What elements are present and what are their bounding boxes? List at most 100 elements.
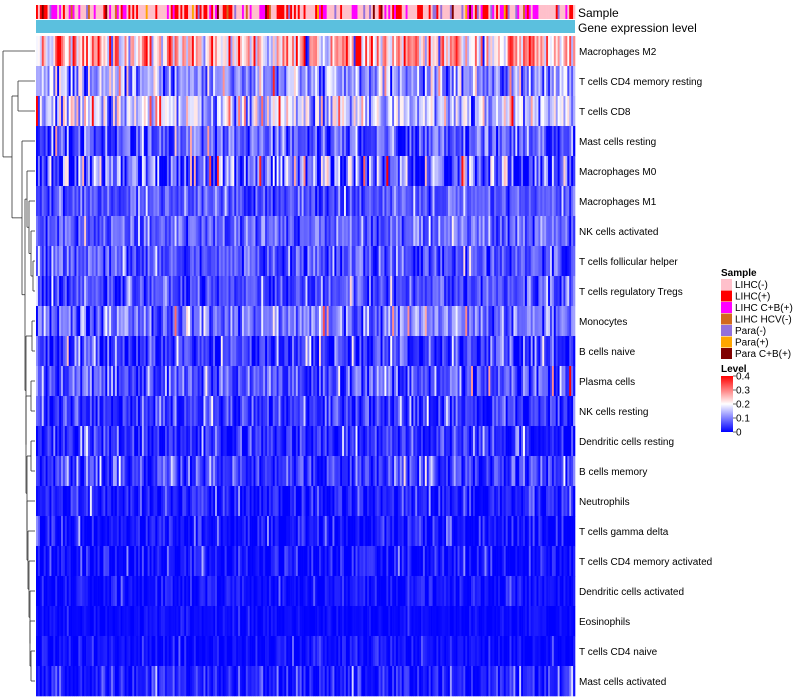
heatmap-cell xyxy=(89,486,93,517)
heatmap-cell xyxy=(78,186,81,217)
heatmap-cell xyxy=(226,156,229,187)
heatmap-cell xyxy=(534,126,537,157)
heatmap-cell xyxy=(89,66,93,97)
heatmap-cell xyxy=(474,36,478,67)
heatmap-cell xyxy=(486,216,489,247)
heatmap-cell xyxy=(176,366,179,397)
heatmap-cell xyxy=(57,486,60,517)
heatmap-cell xyxy=(482,36,485,67)
heatmap-cell xyxy=(149,156,152,187)
heatmap-cell xyxy=(397,516,401,547)
heatmap-cell xyxy=(378,276,381,307)
sample-annotation-cell xyxy=(494,5,497,19)
heatmap-cell xyxy=(261,66,264,97)
heatmap-cell xyxy=(461,246,464,277)
sample-annotation-cell xyxy=(270,5,274,19)
heatmap-cell xyxy=(340,276,343,307)
heatmap-cell xyxy=(276,66,279,97)
heatmap-cell xyxy=(157,126,160,157)
heatmap-cell xyxy=(315,456,318,487)
heatmap-cell xyxy=(540,126,543,157)
heatmap-cell xyxy=(511,456,514,487)
heatmap-cell xyxy=(122,156,125,187)
heatmap-cell xyxy=(318,426,322,457)
heatmap-cell xyxy=(490,246,493,277)
heatmap-cell xyxy=(164,36,168,67)
heatmap-cell xyxy=(534,216,537,247)
heatmap-cell xyxy=(486,426,489,457)
heatmap-cell xyxy=(80,336,83,367)
sample-annotation-cell xyxy=(378,5,381,19)
heatmap-cell xyxy=(232,126,235,157)
heatmap-cell xyxy=(472,126,476,157)
heatmap-cell xyxy=(357,486,360,517)
heatmap-cell xyxy=(188,216,191,247)
heatmap-cell xyxy=(424,216,428,247)
heatmap-cell xyxy=(132,396,135,427)
heatmap-cell xyxy=(211,246,214,277)
heatmap-cell xyxy=(359,426,362,457)
heatmap-cell xyxy=(515,366,518,397)
heatmap-cell xyxy=(553,426,557,457)
heatmap-cell xyxy=(507,426,510,457)
heatmap-cell xyxy=(188,456,191,487)
heatmap-cell xyxy=(207,396,210,427)
heatmap-cell xyxy=(68,456,71,487)
heatmap-cell xyxy=(93,426,96,457)
heatmap-cell xyxy=(207,186,210,217)
heatmap-cell xyxy=(191,486,195,517)
sample-annotation-cell xyxy=(261,5,264,19)
heatmap-cell xyxy=(86,516,89,547)
heatmap-cell xyxy=(282,156,285,187)
heatmap-cell xyxy=(392,216,395,247)
heatmap-cell xyxy=(338,336,341,367)
heatmap-cell xyxy=(76,426,79,457)
heatmap-cell xyxy=(355,426,358,457)
heatmap-cell xyxy=(99,396,102,427)
heatmap-cell xyxy=(157,246,160,277)
heatmap-cell xyxy=(530,486,533,517)
heatmap-cell xyxy=(276,36,279,67)
heatmap-cell xyxy=(521,366,524,397)
heatmap-cell xyxy=(184,426,187,457)
heatmap-cell xyxy=(89,126,93,157)
heatmap-cell xyxy=(426,486,430,517)
heatmap-cell xyxy=(476,66,480,97)
heatmap-cell xyxy=(328,366,331,397)
heatmap-cell xyxy=(161,396,164,427)
heatmap-cell xyxy=(413,516,416,547)
sample-annotation-cell xyxy=(569,5,572,19)
heatmap-cell xyxy=(253,276,256,307)
heatmap-cell xyxy=(68,306,71,337)
heatmap-cell xyxy=(476,456,480,487)
heatmap-cell xyxy=(411,366,414,397)
heatmap-cell xyxy=(209,276,212,307)
sample-annotation-cell xyxy=(147,5,150,19)
heatmap-cell xyxy=(353,516,356,547)
heatmap-cell xyxy=(463,186,466,217)
heatmap-cell xyxy=(403,366,406,397)
heatmap-cell xyxy=(567,36,570,67)
heatmap-cell xyxy=(542,246,545,277)
heatmap-cell xyxy=(64,246,68,277)
heatmap-cell xyxy=(141,66,145,97)
heatmap-cell xyxy=(247,396,250,427)
heatmap-cell xyxy=(536,456,539,487)
heatmap-cell xyxy=(288,516,291,547)
heatmap-cell xyxy=(145,396,148,427)
sample-annotation-cell xyxy=(301,5,304,19)
heatmap-cell xyxy=(384,336,387,367)
sample-annotation-cell xyxy=(465,5,468,19)
heatmap-cell xyxy=(113,66,116,97)
heatmap-cell xyxy=(213,246,216,277)
heatmap-cell xyxy=(388,366,391,397)
heatmap-cell xyxy=(87,216,91,247)
heatmap-row xyxy=(36,486,576,517)
heatmap-cell xyxy=(382,516,385,547)
heatmap-cell xyxy=(467,246,470,277)
heatmap-cell xyxy=(64,36,68,67)
heatmap-cell xyxy=(569,36,572,67)
heatmap-cell xyxy=(476,36,480,67)
heatmap-cell xyxy=(405,246,408,277)
heatmap-cell xyxy=(349,276,353,307)
